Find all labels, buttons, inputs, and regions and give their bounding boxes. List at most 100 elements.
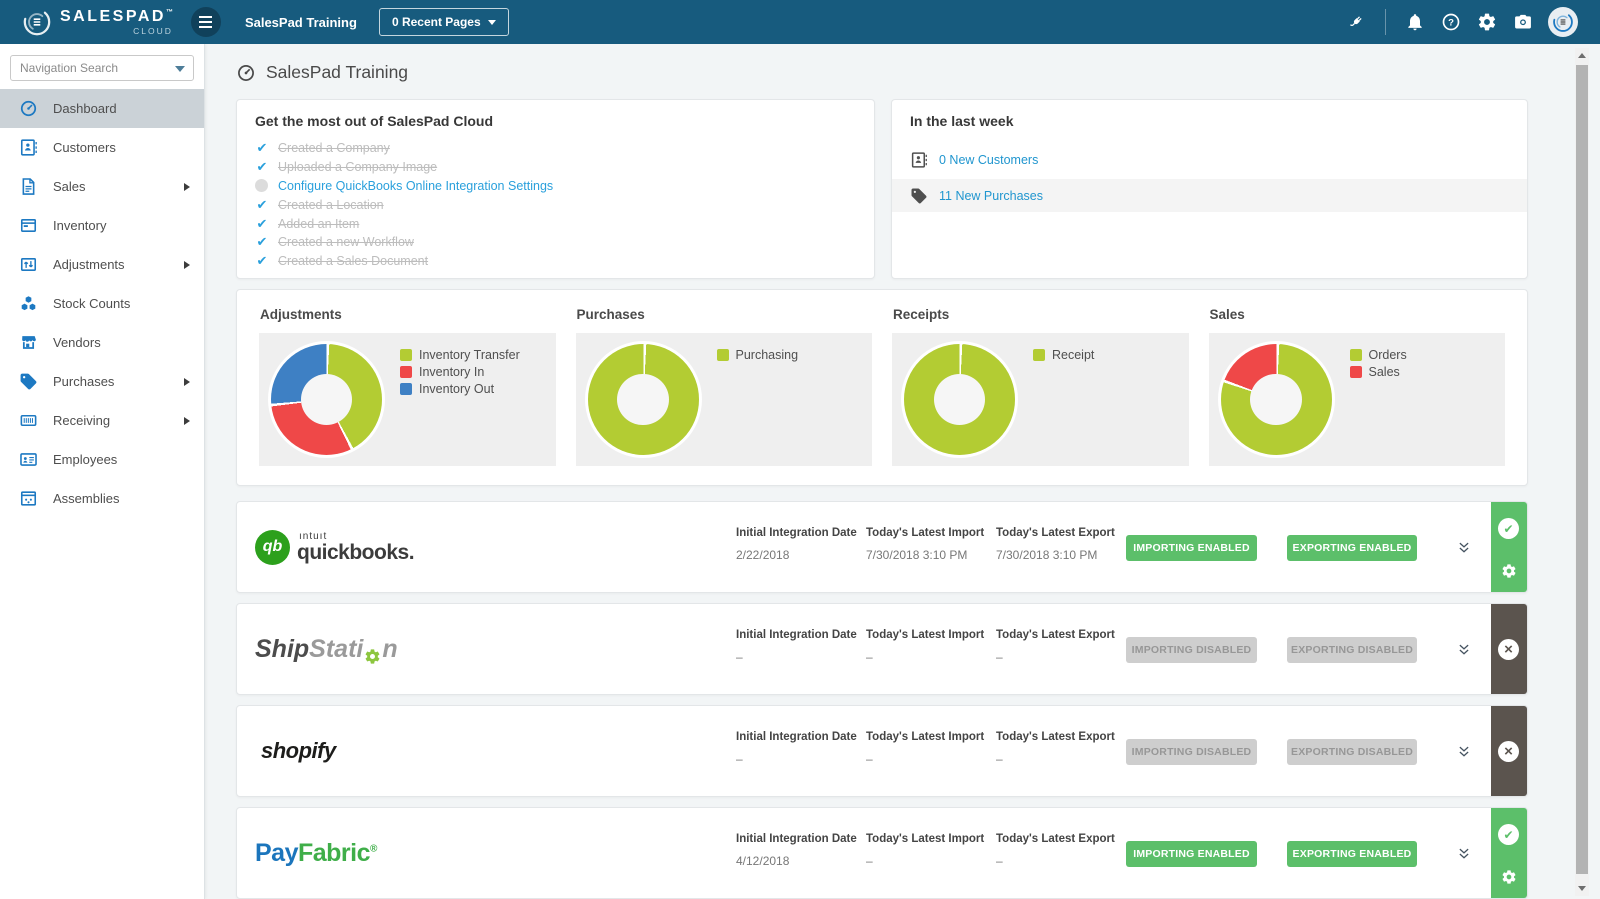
- last-week-item-11-new-purchases[interactable]: 11 New Purchases: [892, 179, 1527, 212]
- legend-item-sales: Sales: [1349, 365, 1407, 379]
- barcode-icon: [19, 411, 38, 430]
- user-avatar[interactable]: [1548, 7, 1578, 37]
- last-week-item-link[interactable]: 11 New Purchases: [939, 188, 1043, 203]
- x-circle-icon[interactable]: ×: [1498, 741, 1519, 762]
- sidebar-item-receiving[interactable]: Receiving: [0, 401, 204, 440]
- last-week-card: In the last week 0 New Customers 11 New P…: [891, 99, 1528, 279]
- sidebar-item-adjustments[interactable]: Adjustments: [0, 245, 204, 284]
- legend-label: Inventory Out: [419, 382, 495, 396]
- exporting-status-button-shopify[interactable]: EXPORTING DISABLED: [1287, 739, 1417, 765]
- gear-icon[interactable]: [1501, 563, 1517, 579]
- brand-subtitle: CLOUD: [133, 25, 173, 36]
- expand-integration-button[interactable]: [1455, 845, 1473, 863]
- pending-circle-icon: [255, 179, 268, 193]
- initial-integration-date-value: 4/12/2018: [736, 854, 790, 868]
- initial-integration-date-column: Initial Integration Date –: [736, 731, 857, 766]
- checkmark-icon: ✔: [256, 140, 268, 156]
- legend-label: Receipt: [1052, 348, 1095, 362]
- sidebar-item-vendors[interactable]: Vendors: [0, 323, 204, 362]
- todays-latest-import-value: –: [866, 650, 873, 664]
- navbar-divider: [1385, 9, 1386, 35]
- sidebar-item-sales[interactable]: Sales: [0, 167, 204, 206]
- sidebar-item-customers[interactable]: Customers: [0, 128, 204, 167]
- chart-title: Sales: [1209, 307, 1245, 322]
- importing-status-button-shopify[interactable]: IMPORTING DISABLED: [1126, 739, 1257, 765]
- legend-item-inventory-out: Inventory Out: [400, 382, 520, 396]
- recent-pages-dropdown[interactable]: 0 Recent Pages: [378, 8, 509, 36]
- expand-integration-button[interactable]: [1455, 539, 1473, 557]
- integration-row-shipstation: Ship Stati n Initial Integration Date – Today…: [236, 603, 1528, 695]
- exporting-status-button-shipstation[interactable]: EXPORTING DISABLED: [1287, 637, 1417, 663]
- chart-legend: Purchasing: [716, 348, 799, 455]
- importing-status-button-quickbooks[interactable]: IMPORTING ENABLED: [1126, 535, 1257, 561]
- check-circle-icon[interactable]: ✔: [1498, 518, 1519, 539]
- main-content: SalesPad Training Get the most out of Sa…: [205, 44, 1600, 899]
- sidebar-item-employees[interactable]: Employees: [0, 440, 204, 479]
- todays-latest-export-column: Today's Latest Export 7/30/2018 3:10 PM: [996, 527, 1115, 562]
- todays-latest-import-label: Today's Latest Import: [866, 731, 985, 743]
- exporting-status-button-payfabric[interactable]: EXPORTING ENABLED: [1287, 841, 1417, 867]
- settings-gear-icon[interactable]: [1476, 11, 1498, 33]
- onboarding-item-label: Created a Company: [278, 141, 390, 156]
- legend-label: Purchasing: [735, 348, 799, 362]
- todays-latest-import-value: 7/30/2018 3:10 PM: [866, 548, 968, 562]
- exporting-status-button-quickbooks[interactable]: EXPORTING ENABLED: [1287, 535, 1417, 561]
- sidebar-item-assemblies[interactable]: Assemblies: [0, 479, 204, 518]
- sidebar-item-purchases[interactable]: Purchases: [0, 362, 204, 401]
- sidebar-item-label: Stock Counts: [53, 296, 131, 311]
- onboarding-item-created-a-sales-document: ✔ Created a Sales Document: [255, 252, 856, 271]
- integration-status-strip-enabled: ✔: [1491, 502, 1527, 592]
- onboarding-item-configure-quickbooks-online-integration-settings[interactable]: Configure QuickBooks Online Integration …: [255, 177, 856, 196]
- donut-chart-adjustments: [271, 344, 382, 455]
- last-week-item-link[interactable]: 0 New Customers: [939, 152, 1039, 167]
- last-week-item-0-new-customers[interactable]: 0 New Customers: [892, 143, 1527, 176]
- gauge-icon: [236, 63, 256, 83]
- check-circle-icon[interactable]: ✔: [1498, 824, 1519, 845]
- sidebar-item-inventory[interactable]: Inventory: [0, 206, 204, 245]
- chart-section-sales: Sales Orders Sales: [1208, 305, 1505, 470]
- initial-integration-date-value: 2/22/2018: [736, 548, 790, 562]
- page-scrollbar[interactable]: [1575, 48, 1589, 896]
- importing-status-button-payfabric[interactable]: IMPORTING ENABLED: [1126, 841, 1257, 867]
- donut-hole: [1250, 373, 1302, 426]
- x-circle-icon[interactable]: ×: [1498, 639, 1519, 660]
- scrollbar-thumb[interactable]: [1576, 65, 1588, 874]
- document-icon: [19, 177, 38, 196]
- expand-integration-button[interactable]: [1455, 743, 1473, 761]
- legend-label: Inventory In: [419, 365, 485, 379]
- legend-swatch: [1349, 366, 1362, 378]
- hamburger-menu-button[interactable]: [190, 7, 221, 37]
- scrollbar-up-arrow[interactable]: [1575, 48, 1589, 63]
- notifications-bell-icon[interactable]: [1404, 11, 1426, 33]
- gear-icon: [364, 643, 381, 664]
- initial-integration-date-value: –: [736, 650, 743, 664]
- todays-latest-import-value: –: [866, 752, 873, 766]
- page-title: SalesPad Training: [266, 62, 409, 82]
- scrollbar-down-arrow[interactable]: [1575, 881, 1589, 896]
- importing-status-button-shipstation[interactable]: IMPORTING DISABLED: [1126, 637, 1257, 663]
- help-icon[interactable]: ?: [1440, 11, 1462, 33]
- gear-icon[interactable]: [1501, 869, 1517, 885]
- onboarding-item-created-a-new-workflow: ✔ Created a new Workflow: [255, 233, 856, 252]
- brand-trademark: ™: [165, 8, 173, 16]
- contact-card-icon: [19, 138, 38, 157]
- onboarding-item-link[interactable]: Configure QuickBooks Online Integration …: [278, 178, 554, 193]
- plug-icon[interactable]: [1345, 11, 1367, 33]
- sidebar-item-label: Inventory: [53, 218, 107, 233]
- camera-icon[interactable]: [1512, 11, 1534, 33]
- svg-text:?: ?: [1448, 18, 1454, 29]
- sidebar-item-dashboard[interactable]: Dashboard: [0, 89, 204, 128]
- chart-section-adjustments: Adjustments Inventory Transfer Inventory I…: [259, 305, 556, 470]
- expand-integration-button[interactable]: [1455, 641, 1473, 659]
- quickbooks-word: quickbooks.: [297, 540, 415, 564]
- navigation-search: [10, 55, 194, 81]
- brand-name: SALESPAD: [60, 7, 166, 25]
- charts-card: Adjustments Inventory Transfer Inventory I…: [236, 289, 1528, 486]
- chart-section-purchases: Purchases Purchasing: [575, 305, 872, 470]
- donut-hole: [300, 373, 353, 426]
- todays-latest-export-value: –: [996, 752, 1003, 766]
- onboarding-title: Get the most out of SalesPad Cloud: [255, 113, 494, 129]
- navigation-search-input[interactable]: [10, 55, 194, 81]
- quickbooks-badge-icon: qb: [255, 529, 290, 565]
- sidebar-item-stock-counts[interactable]: Stock Counts: [0, 284, 204, 323]
